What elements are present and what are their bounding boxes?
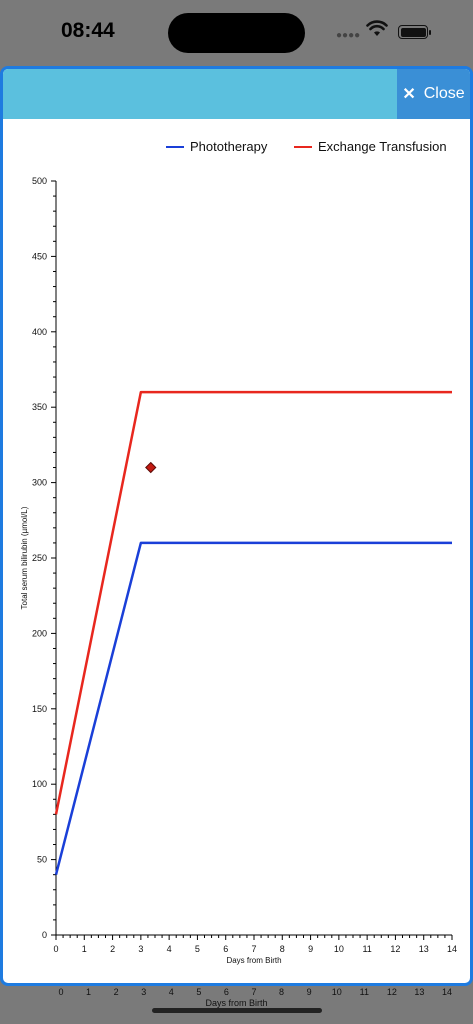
background-tick-label: 11 — [359, 987, 369, 997]
x-tick-label: 13 — [419, 944, 429, 954]
series-line — [54, 541, 452, 875]
dynamic-island — [168, 13, 305, 53]
x-tick-label: 0 — [53, 944, 58, 954]
background-tick-label: 0 — [58, 987, 64, 997]
data-point-diamond — [145, 461, 157, 474]
background-axis-label: Days from Birth — [205, 998, 268, 1008]
background-tick-label: 7 — [251, 987, 257, 997]
background-tick-label: 12 — [386, 987, 397, 997]
legend-swatch — [294, 145, 312, 148]
series-line — [54, 390, 452, 815]
signal-dots-icon: ●●●● — [336, 30, 361, 41]
x-tick-label: 7 — [251, 944, 256, 954]
y-tick-label: 250 — [32, 553, 47, 563]
y-tick-label: 500 — [32, 176, 47, 186]
wifi-icon — [366, 20, 388, 36]
status-time: 08:44 — [61, 19, 115, 42]
background-tick-label: 8 — [279, 987, 285, 997]
background-tick-label: 2 — [113, 987, 119, 997]
background-tick-label: 14 — [441, 987, 453, 997]
x-tick-label: 9 — [308, 944, 313, 954]
background-tick-label: 13 — [414, 987, 425, 997]
battery-icon — [398, 25, 431, 39]
modal-header: ✕ Close — [3, 69, 470, 119]
background-tick-label: 6 — [223, 987, 229, 997]
close-button[interactable]: ✕ Close — [397, 69, 470, 119]
x-tick-label: 1 — [82, 944, 87, 954]
background-tick-label: 10 — [331, 987, 342, 997]
legend-item: Phototherapy — [166, 139, 267, 154]
x-tick-label: 2 — [110, 944, 115, 954]
y-tick-label: 350 — [32, 402, 47, 412]
y-tick-label: 0 — [42, 930, 47, 940]
chart-modal: ✕ Close Phototherapy Exchange Transfusion… — [0, 66, 473, 986]
close-button-label: Close — [423, 85, 465, 102]
background-tick-label: 4 — [168, 987, 174, 997]
background-tick-label: 9 — [306, 987, 312, 997]
x-tick-label: 12 — [390, 944, 400, 954]
x-axis-title: Days from Birth — [226, 956, 281, 965]
x-tick-label: 5 — [195, 944, 200, 954]
chart-legend: Phototherapy Exchange Transfusion — [3, 139, 470, 163]
background-tick-label: 1 — [86, 987, 92, 997]
background-axis: Days from Birth 0 1 2 3 4 5 6 7 8 9 10 11 12 13 14 — [0, 985, 473, 1015]
x-tick-label: 10 — [334, 944, 344, 954]
y-tick-label: 150 — [32, 704, 47, 714]
y-tick-label: 100 — [32, 779, 47, 789]
x-tick-label: 8 — [280, 944, 285, 954]
y-tick-label: 450 — [32, 251, 47, 261]
background-tick-label: 3 — [141, 987, 147, 997]
legend-swatch — [166, 145, 184, 148]
legend-label: Exchange Transfusion — [318, 139, 447, 154]
y-tick-label: 50 — [37, 855, 47, 865]
status-bar: 08:44 ●●●● — [0, 0, 473, 64]
legend-item: Exchange Transfusion — [294, 139, 447, 154]
close-icon: ✕ — [402, 86, 416, 103]
x-tick-label: 11 — [362, 944, 371, 954]
x-tick-label: 14 — [447, 944, 457, 954]
y-tick-label: 400 — [32, 327, 47, 337]
y-axis-title: Total serum bilirubin (µmol/L) — [20, 506, 29, 609]
x-tick-label: 4 — [167, 944, 172, 954]
y-tick-label: 200 — [32, 628, 47, 638]
legend-label: Phototherapy — [190, 139, 268, 154]
background-tick-label: 5 — [196, 987, 202, 997]
y-tick-label: 300 — [32, 478, 47, 488]
x-tick-label: 3 — [138, 944, 143, 954]
x-tick-label: 6 — [223, 944, 228, 954]
home-indicator[interactable] — [152, 1008, 322, 1013]
